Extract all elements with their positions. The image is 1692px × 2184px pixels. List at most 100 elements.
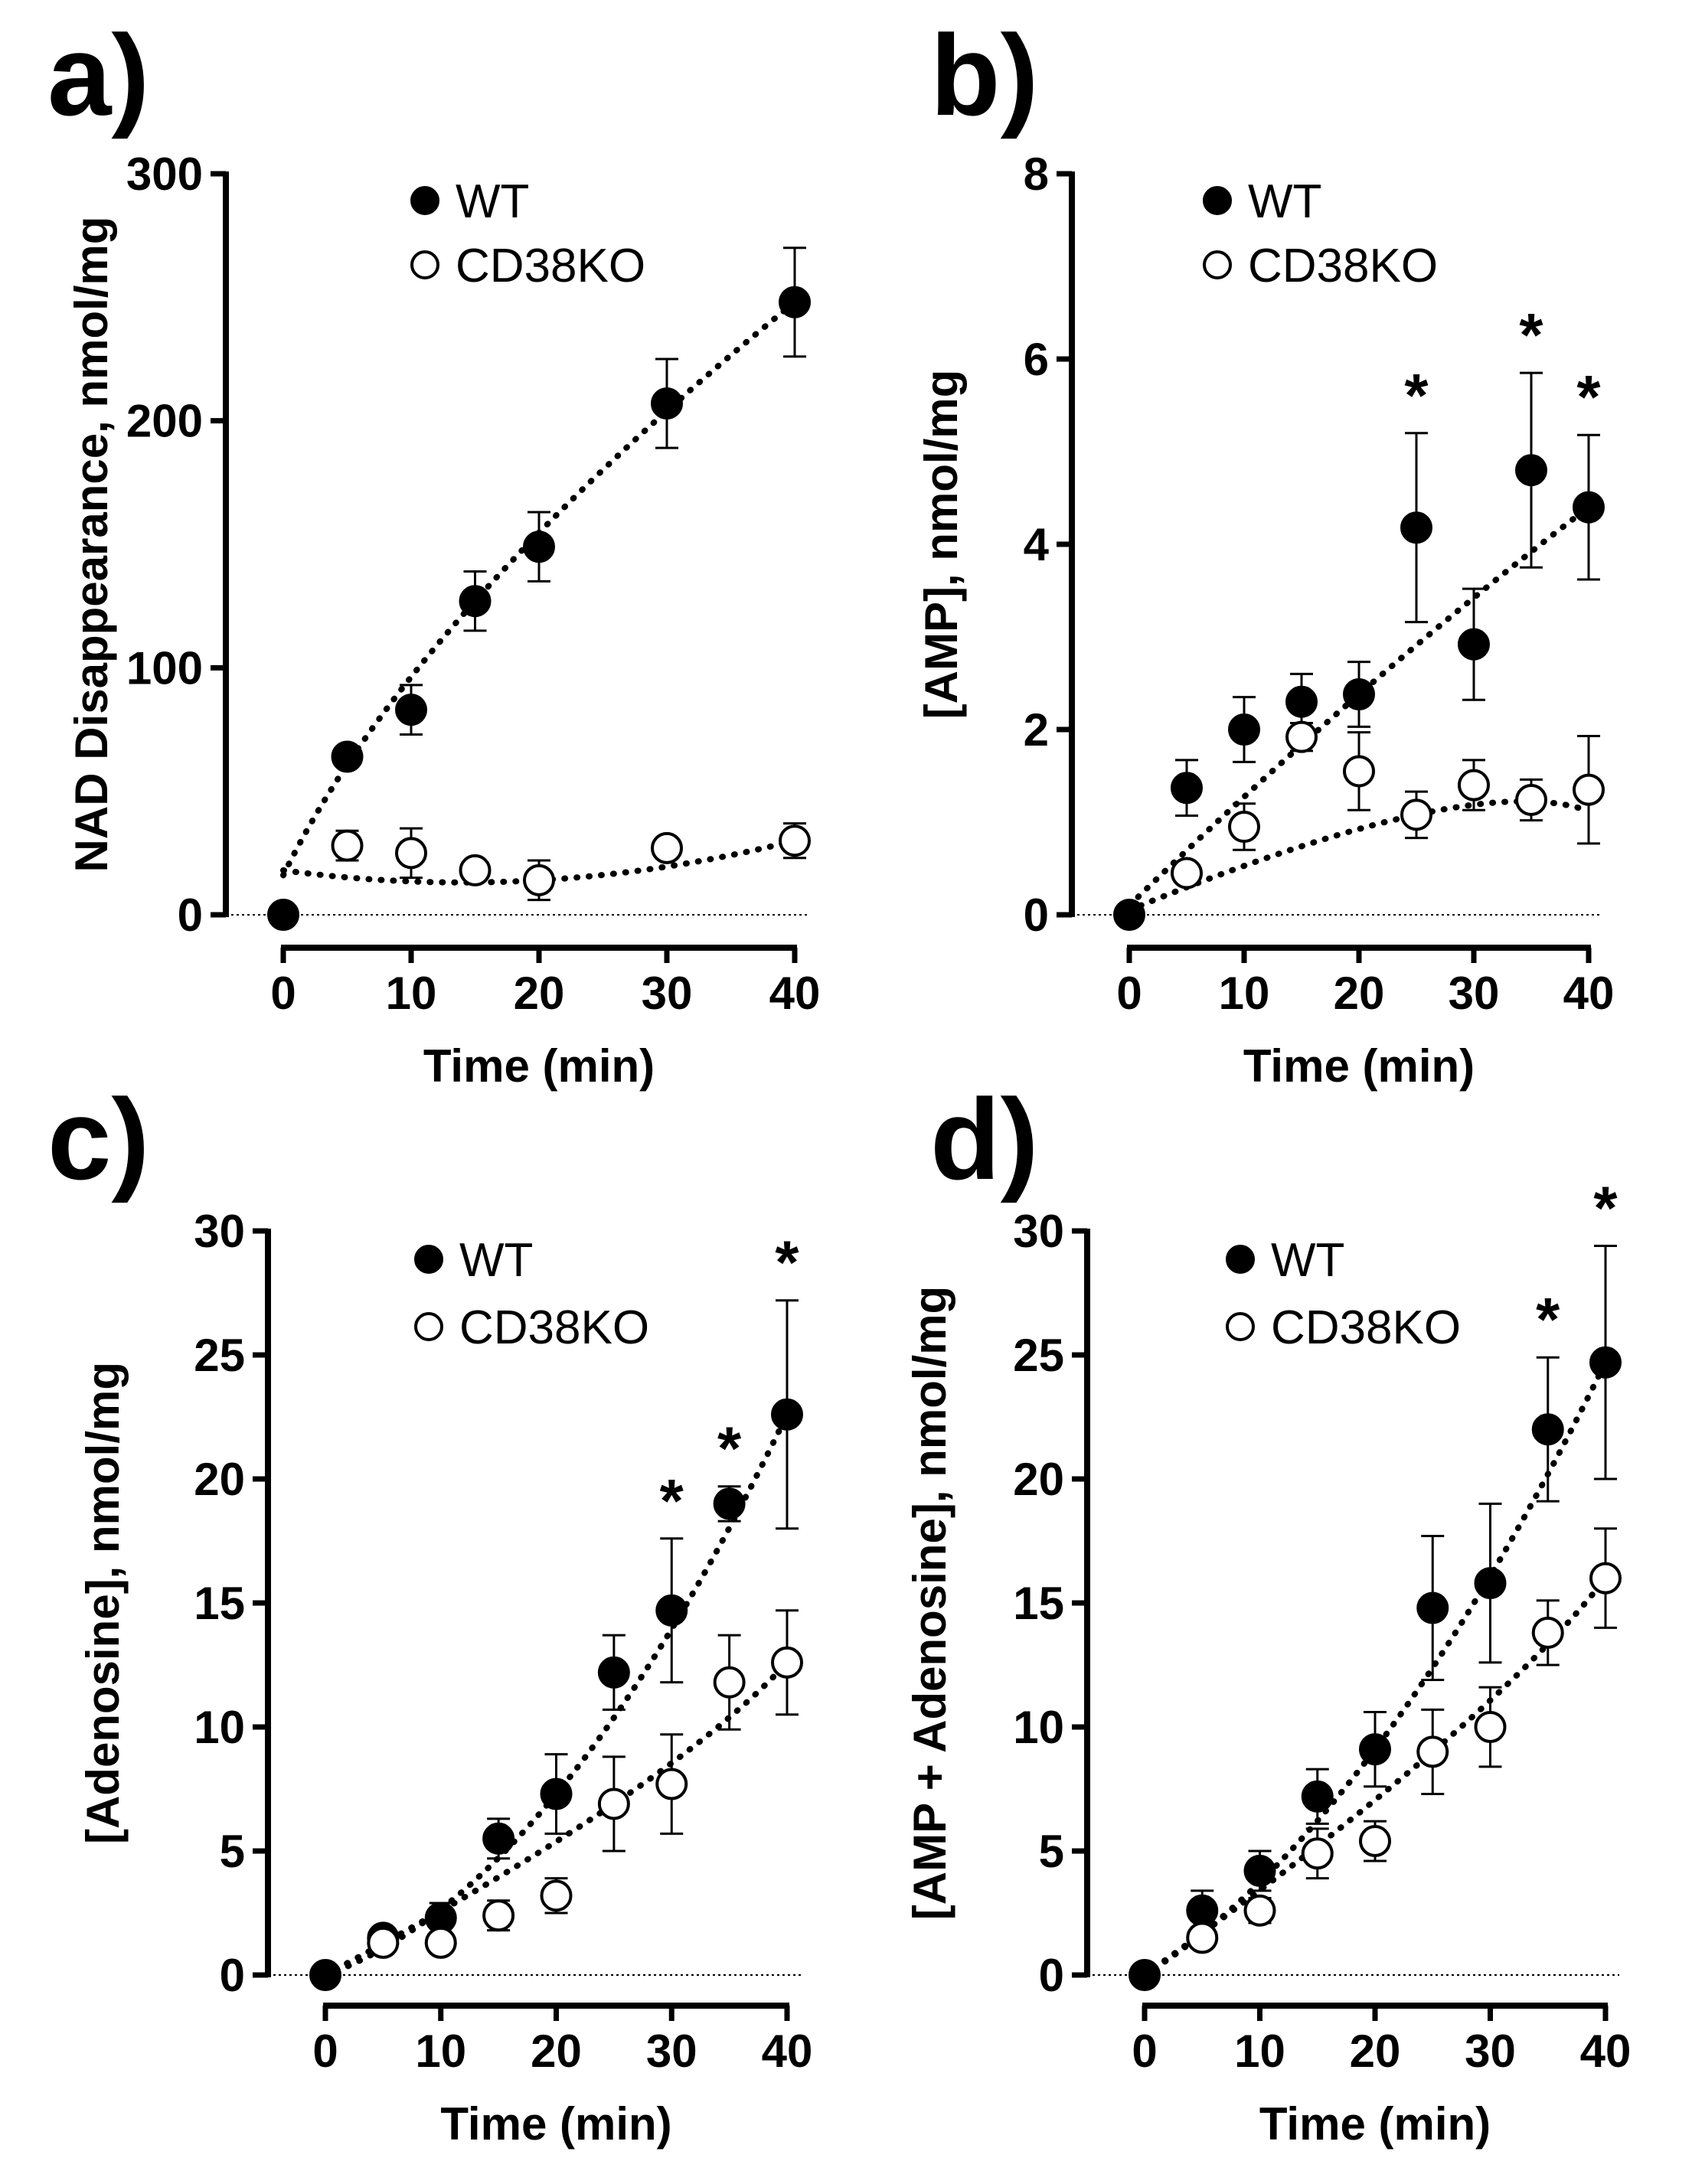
data-point-cd38ko <box>1400 798 1432 831</box>
y-tick-label: 20 <box>194 1454 245 1505</box>
panel-label: c) <box>47 1075 149 1203</box>
data-point-cd38ko <box>1301 1837 1334 1870</box>
data-point-wt <box>779 286 811 318</box>
significance-star: * <box>1404 361 1429 429</box>
data-point-cd38ko <box>1186 1921 1219 1954</box>
data-point-wt <box>1359 1733 1391 1766</box>
data-point-cd38ko <box>1359 1825 1391 1858</box>
data-point-cd38ko <box>1243 1894 1276 1927</box>
data-point-cd38ko <box>540 1879 573 1912</box>
x-axis-title: Time (min) <box>423 1040 655 1092</box>
data-point-cd38ko <box>1343 755 1375 788</box>
data-point-cd38ko <box>713 1666 746 1699</box>
data-point-cd38ko <box>1458 769 1490 801</box>
x-axis-title: Time (min) <box>1243 1040 1475 1092</box>
data-point-wt <box>1301 1780 1334 1813</box>
y-tick-label: 25 <box>194 1330 245 1381</box>
data-point-cd38ko <box>1589 1562 1622 1595</box>
data-point-cd38ko <box>1531 1616 1564 1649</box>
legend-marker-filled <box>1226 1245 1255 1274</box>
y-tick-label: 5 <box>220 1826 245 1877</box>
data-point-wt <box>1343 678 1375 711</box>
y-tick-label: 300 <box>126 149 203 200</box>
data-point-wt <box>1171 772 1203 805</box>
x-axis-title: Time (min) <box>1259 2098 1491 2150</box>
significance-star: * <box>1576 363 1601 431</box>
data-point-cd38ko <box>655 1768 688 1800</box>
fit-curve-wt <box>1142 1359 1609 1978</box>
data-point-wt <box>1243 1854 1276 1887</box>
data-point-wt <box>597 1656 630 1689</box>
x-tick-label: 0 <box>312 2026 338 2077</box>
x-tick-label: 0 <box>1116 968 1142 1019</box>
data-point-wt <box>1573 491 1605 524</box>
significance-star: * <box>717 1415 742 1483</box>
data-point-wt <box>523 530 555 563</box>
data-point-wt <box>395 694 427 726</box>
x-tick-label: 0 <box>270 968 296 1019</box>
legend-marker-open <box>410 250 439 279</box>
y-tick-label: 2 <box>1024 704 1049 756</box>
legend-label: CD38KO <box>459 1301 649 1354</box>
y-tick-label: 30 <box>194 1206 245 1257</box>
data-point-cd38ko <box>1515 783 1547 816</box>
y-tick-label: 20 <box>1013 1454 1064 1505</box>
data-point-cd38ko <box>367 1926 400 1959</box>
data-point-wt <box>713 1487 746 1520</box>
panel-a: a) 0 100 200 300 0 10 20 30 40 Time (min) NAD Disap… <box>47 11 820 1092</box>
data-point-wt <box>1458 628 1490 661</box>
data-point-cd38ko <box>1171 857 1203 890</box>
data-point-cd38ko <box>1474 1711 1507 1743</box>
fit-curve-cd38ko <box>1126 798 1592 913</box>
y-tick-label: 5 <box>1039 1826 1064 1877</box>
x-tick-label: 30 <box>646 2026 697 2077</box>
y-tick-label: 30 <box>1013 1206 1064 1257</box>
data-point-cd38ko <box>597 1787 630 1820</box>
y-tick-label: 10 <box>1013 1702 1064 1753</box>
legend-label: CD38KO <box>1248 240 1438 292</box>
x-tick-label: 20 <box>514 968 565 1019</box>
fit-curve-wt <box>280 299 798 879</box>
data-point-cd38ko <box>1573 773 1605 806</box>
legend-marker-filled <box>414 1245 443 1274</box>
y-tick-label: 15 <box>194 1578 245 1629</box>
data-point-wt <box>1285 685 1318 718</box>
y-tick-label: 8 <box>1024 149 1049 200</box>
legend-label: WT <box>1248 175 1321 228</box>
fit-curve-wt <box>1126 504 1592 909</box>
data-point-wt <box>540 1778 573 1810</box>
data-point-wt <box>1416 1591 1449 1624</box>
y-tick-label: 10 <box>194 1702 245 1753</box>
y-tick-label: 100 <box>126 642 203 694</box>
y-tick-label: 15 <box>1013 1578 1064 1629</box>
data-point-wt <box>651 387 683 420</box>
y-tick-label: 0 <box>220 1950 245 2001</box>
y-tick-label: 6 <box>1024 334 1049 385</box>
data-point-wt <box>267 899 299 931</box>
y-axis-title: NAD Disappearance, nmol/mg <box>66 217 117 873</box>
data-point-wt <box>1589 1346 1622 1379</box>
data-point-wt <box>1474 1567 1507 1600</box>
panel-label: a) <box>47 11 149 139</box>
significance-star: * <box>775 1229 799 1297</box>
x-tick-label: 40 <box>769 968 821 1019</box>
data-point-cd38ko <box>523 863 555 896</box>
data-point-wt <box>1228 713 1260 746</box>
legend-label: WT <box>456 175 529 228</box>
data-point-cd38ko <box>1416 1735 1449 1768</box>
x-tick-label: 20 <box>1334 968 1385 1019</box>
significance-star: * <box>1519 301 1543 369</box>
data-point-wt <box>331 740 364 773</box>
data-point-wt <box>1186 1894 1219 1927</box>
fit-curve-cd38ko <box>322 1659 790 1978</box>
y-tick-label: 200 <box>126 396 203 447</box>
y-tick-label: 0 <box>1039 1950 1064 2001</box>
x-tick-label: 20 <box>1350 2026 1401 2077</box>
x-tick-label: 10 <box>386 968 437 1019</box>
data-point-wt <box>1400 511 1432 544</box>
panel-c: c) 0 5 10 15 20 25 30 0 10 20 30 40 Time (min) [Adenos… <box>47 1075 812 2150</box>
significance-star: * <box>1593 1174 1618 1242</box>
y-tick-label: 0 <box>1024 890 1049 941</box>
data-point-wt <box>482 1822 515 1855</box>
